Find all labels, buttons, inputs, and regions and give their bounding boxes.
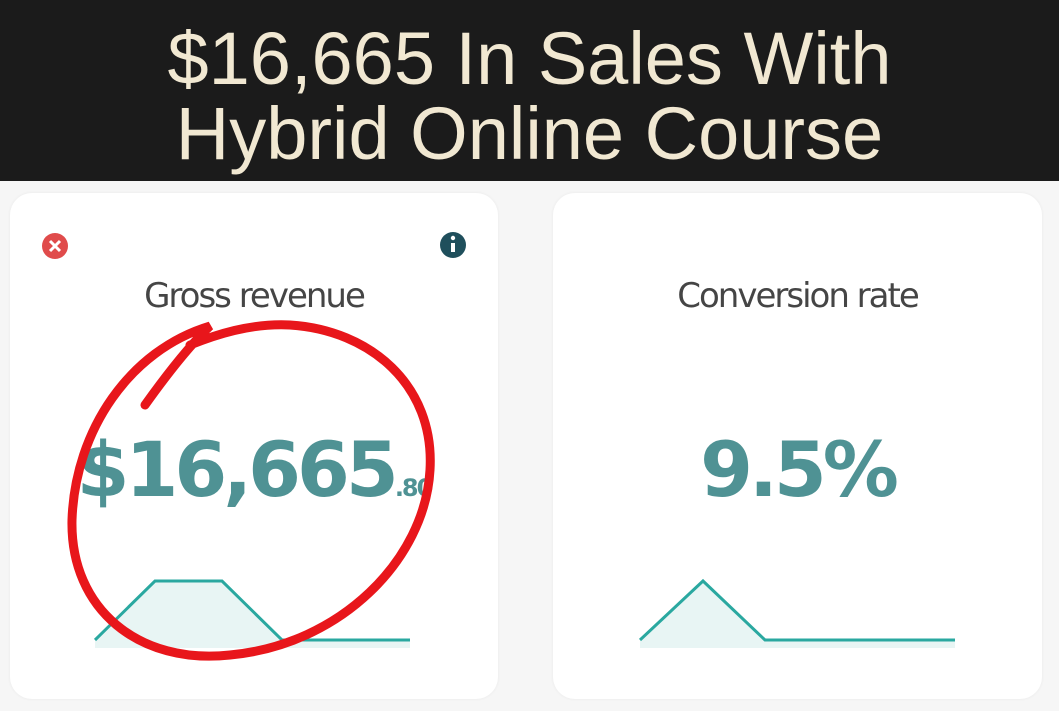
sparkline-area: [95, 581, 410, 648]
info-icon-bar: [451, 243, 455, 252]
banner-title-line: Hybrid Online Course: [175, 92, 884, 175]
banner: $16,665 In Sales With Hybrid Online Cour…: [0, 0, 1059, 181]
card-label: Conversion rate: [677, 276, 920, 316]
card-label: Gross revenue: [144, 276, 366, 316]
close-icon-x: [48, 239, 62, 253]
card-value: 9.5%: [700, 425, 899, 514]
info-icon-dot: [450, 235, 456, 241]
sparkline: [638, 578, 955, 642]
sparkline: [93, 579, 410, 642]
card: [553, 193, 1042, 699]
value-main: $16,665: [76, 425, 399, 514]
annotation-circle: [67, 320, 435, 661]
banner-title-line: $16,665 In Sales With: [167, 17, 892, 100]
sparkline-area: [640, 581, 955, 648]
